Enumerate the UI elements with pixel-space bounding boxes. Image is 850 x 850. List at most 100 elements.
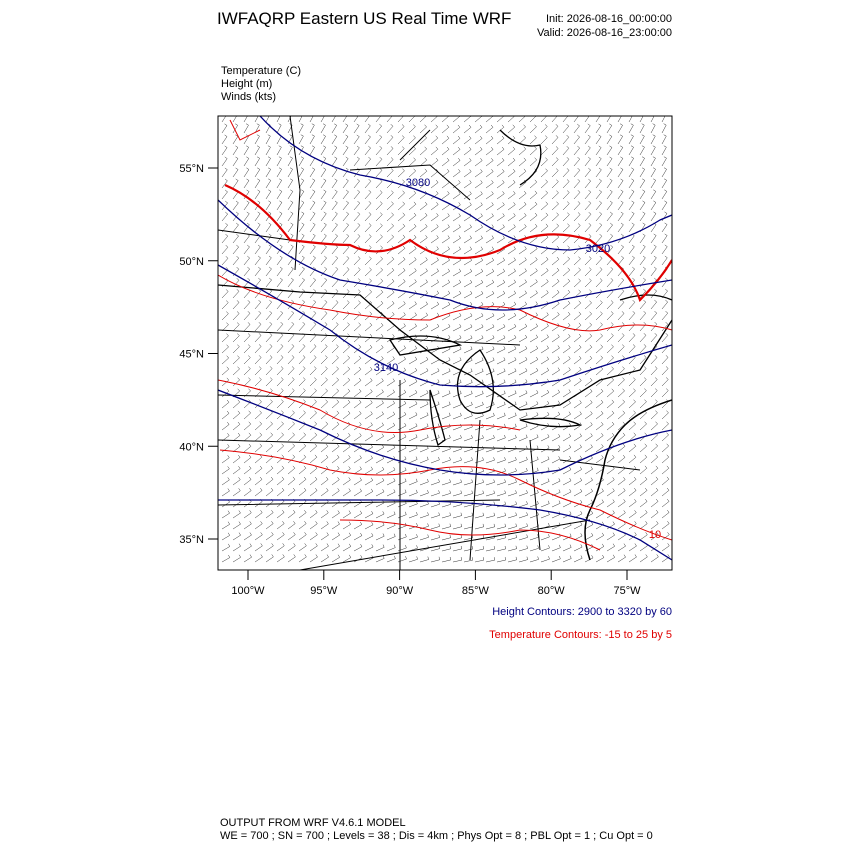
wind-barb [441,368,451,376]
wind-barb [221,116,227,123]
wind-barb [650,410,658,420]
wind-barb [639,266,646,277]
wind-barb [452,124,461,134]
wind-barb [551,367,560,376]
wind-barb [452,157,461,167]
wind-barb [507,301,517,310]
wind-barb [661,521,670,530]
wind-barb [595,366,604,376]
wind-barb [639,355,647,365]
wind-barb [496,301,506,310]
wind-barb [639,510,648,519]
wind-barb [518,323,528,332]
wind-barb [518,213,527,222]
wind-barb [617,499,626,508]
wind-barb [584,167,591,178]
wind-barb [298,178,305,189]
wind-barb [584,433,593,442]
wind-barb [265,156,271,167]
wind-barb [221,256,229,266]
wind-barb [518,201,527,211]
wind-barb [562,212,570,222]
wind-barb [661,156,667,167]
wind-barb [518,345,528,354]
wind-barb [419,179,428,189]
wind-barb [320,178,327,189]
wind-barb [507,191,516,200]
wind-barb [606,510,615,519]
wind-barb [617,167,624,178]
wind-barb [595,189,602,200]
wind-barb [375,179,383,189]
wind-barb [298,410,306,420]
wind-barb [243,156,250,167]
wind-barb [485,490,495,497]
wind-barb [518,456,528,464]
wind-barb [463,546,474,552]
wind-barb [408,179,417,189]
wind-barb [287,344,295,354]
wind-barb [617,178,624,189]
wind-barb [617,116,622,123]
wind-barb [661,322,669,332]
wind-barb [617,333,625,343]
wind-barb [320,189,327,200]
wind-barb [507,412,517,420]
wind-barb [353,300,361,310]
wind-barb [507,257,516,266]
wind-barb [650,266,657,277]
wind-barb [529,257,538,266]
wind-barb [562,179,570,189]
wind-barb [661,443,670,453]
wind-barb [408,512,418,519]
wind-barb [529,312,538,321]
wind-barb [518,116,526,123]
wind-barb [419,257,428,266]
wind-barb [661,200,668,211]
wind-barb [364,300,373,310]
wind-barb [331,233,338,244]
wind-barb [606,233,614,244]
wind-barb [221,300,229,310]
wind-barb [529,556,539,563]
wind-barb [243,222,250,233]
wind-barb [298,476,307,486]
wind-barb [342,156,349,167]
wind-barb [617,432,626,442]
wind-barb [342,200,349,211]
wind-barb [562,444,572,453]
wind-barb [298,288,305,299]
wind-barb [463,457,473,464]
wind-barb [485,268,495,277]
wind-barb [375,135,383,145]
wind-barb [386,179,394,189]
wind-barb [342,488,351,497]
wind-barb [573,267,581,277]
wind-barb [595,444,604,453]
wind-barb [529,356,539,365]
wind-barb [661,288,668,299]
wind-barb [419,501,429,508]
wind-barb [496,523,507,530]
wind-barb [353,267,361,277]
wind-barb [386,212,394,222]
wind-barb [441,135,450,145]
wind-barb [243,333,251,343]
wind-barb [485,169,494,178]
wind-barb [584,377,593,387]
wind-barb [265,521,274,530]
wind-barb [463,146,472,156]
wind-barb [276,244,283,255]
wind-barb [551,489,561,497]
wind-barb [551,422,561,431]
wind-barb [430,268,439,277]
wind-barb [232,123,239,134]
wind-barb [628,266,635,277]
wind-barb [628,421,637,431]
wind-barb [661,432,669,442]
field-label: Temperature (C) [221,65,301,77]
wind-barb [474,202,483,211]
wind-barb [463,324,473,332]
wind-barb [243,178,250,189]
